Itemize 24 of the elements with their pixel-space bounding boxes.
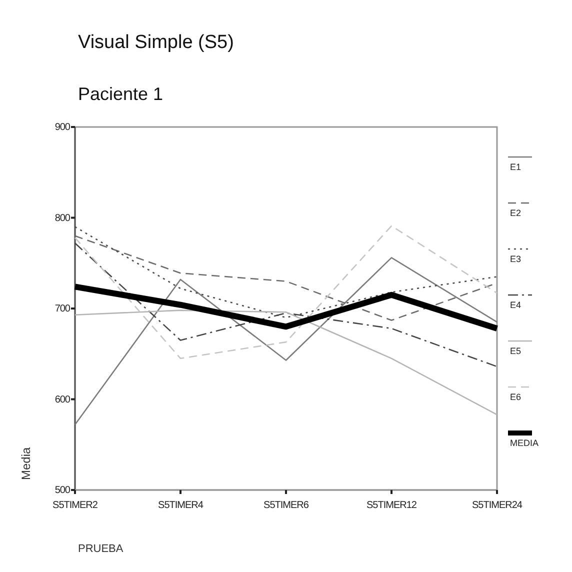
legend-label: E4 <box>510 300 522 310</box>
legend-label: E5 <box>510 346 522 356</box>
legend-label: E1 <box>510 162 522 172</box>
legend-label: E2 <box>510 208 522 218</box>
legend-label: E3 <box>510 254 522 264</box>
x-tick-label: S5TIMER2 <box>52 500 98 511</box>
chart-title: Visual Simple (S5) <box>78 32 234 53</box>
y-tick-label: 600 <box>54 394 71 406</box>
x-tick-label: S5TIMER6 <box>264 500 310 511</box>
line-series <box>74 310 498 416</box>
y-axis-title: Media <box>19 446 33 480</box>
line-series <box>74 257 498 426</box>
x-tick-label: S5TIMER12 <box>366 500 418 511</box>
y-tick-label: 500 <box>54 485 71 496</box>
line-series <box>74 225 498 360</box>
y-tick-label: 800 <box>54 212 71 224</box>
x-axis-title: PRUEBA <box>78 543 124 555</box>
chart-subtitle: Paciente 1 <box>78 84 164 104</box>
x-tick-label: S5TIMER24 <box>472 500 523 511</box>
legend-label: MEDIA <box>510 438 539 448</box>
y-tick-label: 900 <box>54 122 71 133</box>
y-tick-label: 700 <box>54 304 71 314</box>
x-tick-label: S5TIMER4 <box>158 500 204 511</box>
legend-label: E6 <box>510 392 522 402</box>
